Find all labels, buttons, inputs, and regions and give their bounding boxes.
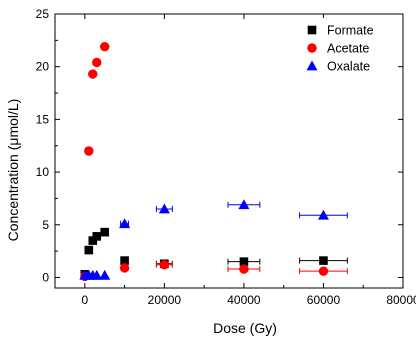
legend-oxalate-label: Oxalate — [327, 60, 370, 74]
oxalate-point — [158, 203, 170, 214]
oxalate-point — [99, 269, 111, 280]
axes — [54, 13, 404, 289]
acetate-point — [239, 264, 249, 274]
oxalate-point — [317, 209, 329, 220]
y-tick-label: 10 — [36, 165, 50, 179]
formate-point — [319, 256, 328, 265]
acetate-point — [84, 146, 94, 156]
error-bars — [120, 201, 348, 275]
legend-oxalate-marker — [306, 60, 318, 71]
acetate-point — [88, 69, 98, 79]
x-tick-label: 0 — [81, 293, 88, 307]
acetate-point — [318, 266, 329, 276]
legend: Formate Acetate Oxalate — [294, 18, 398, 78]
y-tick-label: 15 — [36, 112, 50, 126]
x-tick-label: 20000 — [148, 293, 182, 307]
y-tick-label: 20 — [36, 60, 50, 74]
oxalate-point — [119, 218, 131, 229]
y-tick-label: 5 — [42, 218, 49, 232]
legend-acetate-marker — [307, 43, 317, 53]
formate-point — [92, 232, 102, 241]
acetate-point — [119, 263, 130, 273]
formate-point — [120, 256, 129, 265]
plot-frame — [54, 13, 404, 289]
acetate-point — [100, 41, 110, 52]
data-points — [79, 41, 329, 282]
legend-acetate-label: Acetate — [327, 42, 369, 56]
formate-point — [100, 227, 110, 237]
legend-formate-marker — [307, 25, 317, 35]
formate-point — [239, 257, 249, 266]
legend-formate-label: Formate — [327, 24, 374, 38]
acetate-point — [159, 260, 170, 270]
formate-point — [84, 245, 94, 255]
x-axis-title: Dose (Gy) — [213, 320, 277, 336]
x-tick-label: 60000 — [307, 293, 341, 307]
y-tick-label: 25 — [36, 7, 50, 21]
acetate-point — [92, 57, 102, 68]
x-tick-label: 40000 — [227, 293, 261, 307]
y-tick-label: 0 — [42, 270, 49, 284]
y-axis-title: Concentration (μmol/L) — [5, 99, 21, 242]
oxalate-point — [238, 199, 250, 210]
oxalate-point — [91, 269, 103, 280]
